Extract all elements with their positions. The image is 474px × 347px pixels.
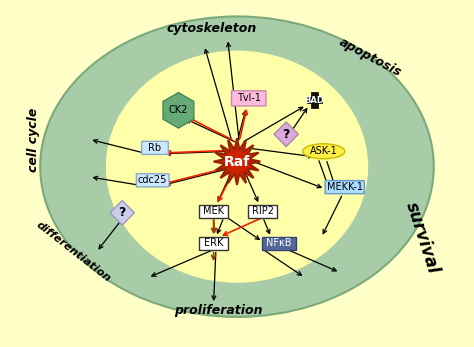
Text: RIP2: RIP2 bbox=[252, 206, 274, 216]
Polygon shape bbox=[110, 201, 135, 225]
FancyBboxPatch shape bbox=[263, 237, 296, 250]
FancyBboxPatch shape bbox=[199, 205, 228, 218]
FancyBboxPatch shape bbox=[307, 97, 322, 103]
Text: Raf: Raf bbox=[224, 154, 250, 169]
Text: apoptosis: apoptosis bbox=[337, 35, 404, 79]
Polygon shape bbox=[214, 138, 260, 185]
Ellipse shape bbox=[302, 144, 345, 159]
FancyBboxPatch shape bbox=[137, 174, 169, 187]
FancyBboxPatch shape bbox=[248, 205, 277, 218]
Ellipse shape bbox=[40, 16, 434, 317]
Text: cdc25: cdc25 bbox=[138, 175, 167, 185]
Polygon shape bbox=[274, 122, 298, 146]
Text: ?: ? bbox=[118, 206, 126, 219]
Text: MEK: MEK bbox=[203, 206, 224, 216]
Text: ERK: ERK bbox=[204, 238, 223, 248]
Text: ASK-1: ASK-1 bbox=[310, 146, 337, 156]
Text: cell cycle: cell cycle bbox=[27, 107, 40, 171]
FancyBboxPatch shape bbox=[325, 181, 365, 194]
Text: NFκB: NFκB bbox=[266, 238, 292, 248]
Ellipse shape bbox=[106, 51, 368, 283]
Text: CK2: CK2 bbox=[169, 105, 188, 115]
FancyBboxPatch shape bbox=[231, 91, 266, 106]
Text: ?: ? bbox=[283, 128, 290, 141]
Text: MEKK-1: MEKK-1 bbox=[327, 182, 363, 192]
Text: cytoskeleton: cytoskeleton bbox=[166, 22, 256, 35]
Text: BAD: BAD bbox=[304, 95, 324, 104]
FancyBboxPatch shape bbox=[199, 237, 228, 250]
Text: Tvl-1: Tvl-1 bbox=[237, 93, 261, 103]
Text: proliferation: proliferation bbox=[174, 304, 263, 316]
FancyBboxPatch shape bbox=[142, 141, 168, 154]
Text: differentiation: differentiation bbox=[34, 220, 112, 284]
FancyBboxPatch shape bbox=[311, 93, 318, 108]
Text: Rb: Rb bbox=[148, 143, 162, 153]
Text: survival: survival bbox=[402, 200, 442, 277]
Polygon shape bbox=[163, 93, 194, 128]
